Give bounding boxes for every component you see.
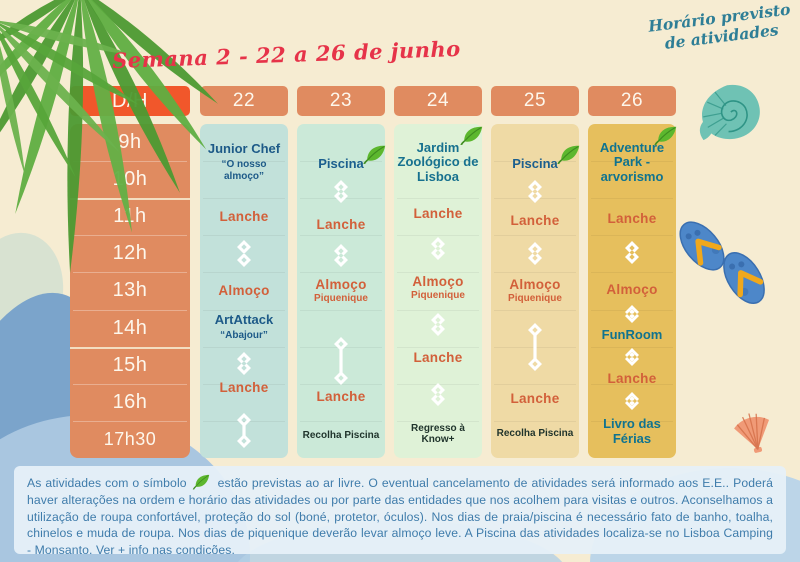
connector <box>299 175 383 208</box>
date-cell-23: 23 <box>297 86 385 116</box>
meal-label: Almoço Piquenique <box>411 273 465 301</box>
meal-label: Almoço <box>606 281 658 297</box>
connector <box>396 378 480 411</box>
connector <box>493 237 577 270</box>
time-span-connector-icon <box>334 244 348 268</box>
time-span-connector-icon <box>431 312 445 336</box>
activity-block: Jardim Zoológico de Lisboa <box>396 126 483 199</box>
meal-label: Almoço <box>218 283 270 299</box>
activity-block: Piscina <box>299 145 386 182</box>
notes-text-after-leaf: estão previstas ao ar livre. O eventual … <box>27 476 773 554</box>
connector <box>590 389 674 413</box>
notes-text: As atividades com o símbolo estão previs… <box>27 473 773 554</box>
time-span-connector-icon <box>625 240 639 264</box>
connector <box>590 345 674 369</box>
connector <box>202 347 286 380</box>
day-column-26: Adventure Park - arvorismo Lanche Almoço F… <box>588 124 677 458</box>
leaf-icon <box>654 126 677 146</box>
note-label: Recolha Piscina <box>302 430 380 442</box>
notes-panel: As atividades com o símbolo estão previs… <box>14 466 786 554</box>
meal-label: Lanche <box>219 379 269 395</box>
connector <box>299 239 383 272</box>
connector <box>396 308 480 341</box>
scallop-shell-icon <box>734 413 770 453</box>
leaf-icon <box>192 474 209 491</box>
meal-label: Lanche <box>316 216 366 232</box>
time-span-connector-icon <box>528 180 542 204</box>
connector <box>590 235 674 268</box>
time-span-connector-icon <box>334 336 348 385</box>
meal-label: Almoço Piquenique <box>508 277 562 305</box>
connector <box>493 175 577 208</box>
activity-block: FunRoom <box>601 327 663 343</box>
activity-block: Livro das Férias <box>603 416 661 447</box>
time-cell-9h: 9h <box>118 131 142 154</box>
activity-block: ArtAttack “Abajour” <box>214 312 274 342</box>
meal-label: Lanche <box>607 370 657 386</box>
time-span-connector-icon <box>625 305 639 324</box>
meal-label: Lanche <box>219 209 269 225</box>
time-span-connector-icon <box>625 392 639 411</box>
day-column-23: Piscina Lanche Almoço Piquenique Lanche Reco… <box>297 124 386 458</box>
date-cell-24: 24 <box>394 86 482 116</box>
time-span-connector-icon <box>431 236 445 260</box>
day-column-24: Jardim Zoológico de Lisboa Lanche Almoço P… <box>394 124 483 458</box>
day-column-22: Junior Chef “O nosso almoço” Lanche Almoço A… <box>200 124 288 458</box>
date-cell-25: 25 <box>491 86 579 116</box>
spiral-seashell-icon <box>699 84 760 141</box>
activity-block: Piscina <box>493 145 580 182</box>
time-cell-12h: 12h <box>112 242 148 265</box>
connector <box>202 408 286 453</box>
connector <box>202 235 286 272</box>
meal-label: Almoço Piquenique <box>314 277 368 305</box>
time-cell-16h: 16h <box>112 390 148 413</box>
time-cell-17h30: 17h30 <box>103 428 157 449</box>
note-label: Recolha Piscina <box>496 428 574 440</box>
connector <box>299 326 383 395</box>
time-span-connector-icon <box>625 347 639 366</box>
note-label: Regresso à Know+ <box>411 422 465 445</box>
connector <box>590 302 674 326</box>
time-span-connector-icon <box>334 180 348 204</box>
meal-label: Lanche <box>413 205 463 221</box>
meal-label: Lanche <box>510 391 560 407</box>
leaf-icon <box>557 145 580 165</box>
date-cell-26: 26 <box>588 86 676 116</box>
time-span-connector-icon <box>237 351 251 375</box>
time-span-connector-icon <box>528 242 542 266</box>
time-span-connector-icon <box>431 383 445 407</box>
day-column-25: Piscina Lanche Almoço Piquenique Lanche Reco… <box>491 124 580 458</box>
connector <box>396 232 480 265</box>
meal-label: Lanche <box>607 211 657 227</box>
time-span-connector-icon <box>237 412 251 448</box>
time-span-connector-icon <box>528 322 542 371</box>
time-cell-13h: 13h <box>112 279 148 302</box>
palm-frond-icon <box>0 0 218 273</box>
notes-text-before-leaf: As atividades com o símbolo <box>27 476 187 490</box>
leaf-icon <box>460 126 483 146</box>
connector <box>493 311 577 382</box>
flip-flops-icon <box>679 221 765 304</box>
meal-label: Lanche <box>316 389 366 405</box>
activity-block: Adventure Park - arvorismo <box>590 126 677 199</box>
time-cell-15h: 15h <box>112 353 148 376</box>
leaf-icon <box>363 145 386 165</box>
meal-label: Lanche <box>510 212 560 228</box>
activity-block: Junior Chef “O nosso almoço” <box>207 140 281 183</box>
time-span-connector-icon <box>237 240 251 268</box>
time-cell-14h: 14h <box>112 316 148 339</box>
meal-label: Lanche <box>413 350 463 366</box>
